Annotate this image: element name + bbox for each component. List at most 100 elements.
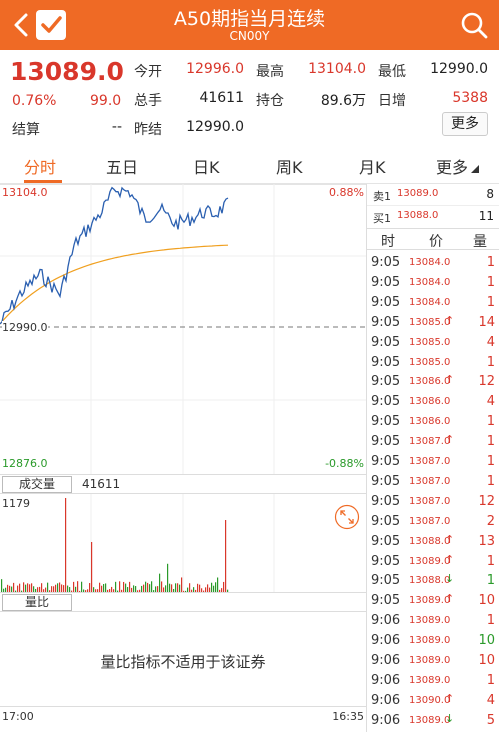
volume-bar [71, 590, 73, 592]
tab-five-day[interactable]: 五日 [106, 158, 139, 177]
ratio-unavailable-message: 量比指标不适用于该证券 [100, 653, 266, 671]
volume-bar [123, 581, 125, 592]
tick-qty: 1 [486, 274, 495, 290]
volume-bar [1, 579, 3, 592]
volume-value: 41611 [199, 90, 244, 106]
intraday-chart[interactable]: 13104.0 0.88% 12990.0 12876.0 -0.88% 成交量… [0, 184, 366, 732]
tick-price: 13088.0 [409, 535, 451, 547]
tab-intraday[interactable]: 分时 [24, 158, 57, 177]
tick-price: 13089.0 [409, 555, 451, 567]
volume-bar [195, 589, 197, 592]
tick-price: 13087.0 [409, 475, 451, 487]
tick-qty: 1 [486, 354, 495, 370]
ratio-indicator-tag[interactable]: 量比 [2, 594, 72, 611]
volume-bar [3, 588, 5, 592]
volume-bar [173, 588, 175, 592]
tick-time: 9:06 [371, 653, 401, 668]
tick-qty: 1 [486, 414, 495, 430]
volume-bar [211, 582, 213, 592]
tick-price: 13084.0 [409, 276, 451, 288]
tick-direction-arrow: ↑ [445, 373, 455, 387]
tick-direction-arrow: ↑ [445, 592, 455, 606]
tick-time: 9:05 [371, 454, 401, 469]
prev-settle-label: 昨结 [134, 122, 162, 138]
tab-monthly-k[interactable]: 月K [359, 158, 386, 177]
price-line [0, 186, 229, 325]
tick-time: 9:05 [371, 533, 401, 549]
price-chart [0, 184, 366, 474]
tick-qty: 12 [478, 493, 495, 509]
volume-bar [193, 587, 195, 592]
time-end-label: 16:35 [332, 710, 364, 723]
daily-increase-value: 5388 [452, 90, 488, 106]
tick-row: 9:05 13087.0 12 [367, 491, 499, 511]
tick-qty: 1 [486, 294, 495, 310]
tick-time: 9:05 [371, 593, 401, 609]
tick-price: 13085.0 [409, 356, 451, 368]
tick-time: 9:05 [371, 274, 401, 290]
volume-bar [197, 583, 199, 592]
tick-row: 9:06 13089.0 10 [367, 630, 499, 650]
volume-bar [15, 590, 17, 592]
expand-icon[interactable] [334, 504, 360, 530]
tick-price: 13089.0 [409, 674, 451, 686]
volume-bar [41, 583, 43, 592]
volume-bar [217, 577, 219, 592]
tick-row: 9:05 13086.0 1 [367, 411, 499, 431]
volume-bar [17, 585, 19, 592]
ask-label: 卖1 [373, 190, 391, 203]
tick-direction-arrow: ↓ [445, 711, 455, 725]
volume-bar [171, 584, 173, 592]
volume-indicator-value: 41611 [82, 477, 121, 491]
search-icon[interactable] [459, 10, 489, 40]
back-arrow-icon[interactable] [6, 8, 36, 42]
tick-qty: 5 [486, 712, 495, 728]
tick-time: 9:05 [371, 255, 401, 270]
bottom-pct-label: -0.88% [325, 457, 364, 470]
volume-bar [143, 584, 145, 592]
volume-bar [43, 589, 45, 592]
watchlist-check-button[interactable] [36, 10, 66, 40]
tick-header-time: 时 [381, 234, 395, 250]
more-quote-button[interactable]: 更多 [442, 112, 488, 136]
tick-time: 9:06 [371, 613, 401, 629]
low-label: 最低 [378, 64, 406, 80]
volume-bar [105, 583, 107, 592]
volume-bar [117, 590, 119, 592]
active-tab-indicator [24, 180, 62, 183]
volume-indicator-tag[interactable]: 成交量 [2, 476, 72, 493]
volume-bar [159, 573, 161, 592]
tick-row: 9:05 13084.0 1 [367, 252, 499, 272]
volume-bar [153, 590, 155, 592]
low-value: 12990.0 [430, 61, 488, 77]
high-value: 13104.0 [308, 61, 366, 77]
tick-time: 9:05 [371, 553, 401, 569]
volume-bar [121, 589, 123, 592]
volume-bar [77, 581, 79, 592]
tick-qty: 1 [486, 454, 495, 469]
tab-weekly-k[interactable]: 周K [276, 158, 303, 177]
tab-daily-k[interactable]: 日K [193, 158, 220, 177]
volume-bar [203, 590, 205, 592]
settle-value: -- [111, 119, 122, 135]
tick-price: 13090.0 [409, 694, 451, 706]
volume-bar [13, 582, 15, 592]
volume-bar [207, 584, 209, 592]
tick-price: 13089.0 [409, 595, 451, 607]
tab-more-label: 更多 [436, 158, 469, 177]
volume-bar [29, 584, 31, 592]
tab-more[interactable]: 更多 [436, 154, 480, 178]
tick-row: 9:05 13085.0 4 [367, 332, 499, 352]
volume-bar [115, 581, 117, 592]
page-title: A50期指当月连续 [173, 8, 326, 30]
tick-row: 9:05 13088.0 ↑ 13 [367, 531, 499, 551]
volume-bar [179, 584, 181, 592]
tick-row: 9:05 13085.0 1 [367, 352, 499, 372]
tick-row: 9:05 13087.0 1 [367, 471, 499, 491]
chart-tabs: 分时 五日 日K 周K 月K 更多 [0, 142, 499, 184]
volume-bar [63, 585, 65, 592]
volume-bar [201, 588, 203, 592]
tick-row: 9:05 13087.0 1 [367, 451, 499, 471]
volume-bar [219, 589, 221, 592]
volume-bar [73, 581, 75, 592]
